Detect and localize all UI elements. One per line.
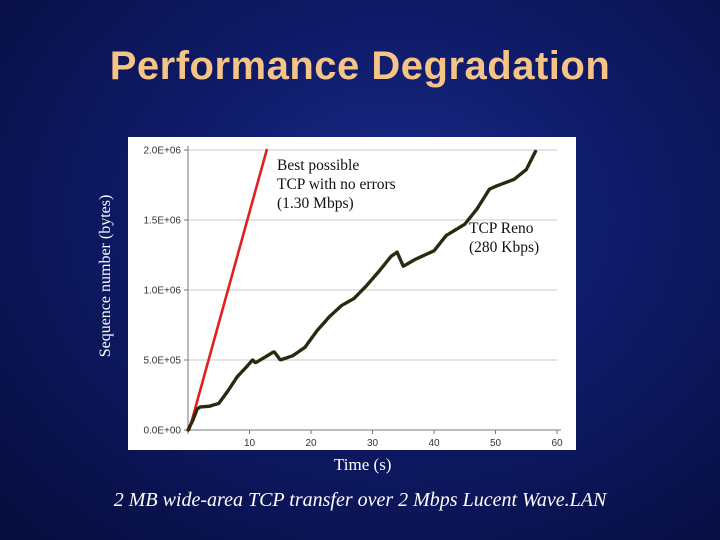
x-tick-label: 40 bbox=[428, 438, 440, 449]
x-axis-label: Time (s) bbox=[334, 455, 392, 474]
tick-labels: 0.0E+00 5.0E+05 1.0E+06 1.5E+06 2.0E+06 10 20 3… bbox=[143, 146, 563, 450]
series-line-tcp-reno bbox=[186, 149, 538, 432]
x-tick-label: 50 bbox=[490, 438, 502, 449]
annotation-reno-line-2: (280 Kbps) bbox=[469, 239, 540, 256]
series-line-best-possible bbox=[187, 148, 268, 432]
annotation-best-line-3: (1.30 Mbps) bbox=[277, 195, 354, 212]
y-tick-label: 1.0E+06 bbox=[143, 286, 181, 297]
x-tick-label: 60 bbox=[551, 438, 563, 449]
annotation-best-possible: Best possible TCP with no errors (1.30 M… bbox=[277, 156, 396, 213]
y-tick-label: 1.5E+06 bbox=[143, 216, 181, 227]
y-axis-label: Sequence number (bytes) bbox=[97, 194, 114, 358]
y-tick-label: 2.0E+06 bbox=[143, 146, 181, 157]
x-tick-label: 30 bbox=[367, 438, 379, 449]
x-tick-label: 10 bbox=[244, 438, 256, 449]
annotation-best-line-1: Best possible bbox=[277, 157, 360, 174]
annotation-reno-line-1: TCP Reno bbox=[469, 220, 534, 237]
slide-title: Performance Degradation bbox=[109, 44, 611, 88]
axes bbox=[184, 146, 561, 434]
x-tick-label: 20 bbox=[305, 438, 317, 449]
annotation-tcp-reno: TCP Reno (280 Kbps) bbox=[469, 219, 539, 257]
grid-lines bbox=[188, 149, 557, 361]
y-tick-label: 5.0E+05 bbox=[143, 356, 181, 367]
plot-panel bbox=[128, 137, 576, 450]
slide-caption: 2 MB wide-area TCP transfer over 2 Mbps … bbox=[113, 489, 607, 511]
series-lines bbox=[186, 148, 538, 432]
y-tick-label: 0.0E+00 bbox=[143, 426, 181, 437]
annotation-best-line-2: TCP with no errors bbox=[277, 176, 396, 193]
